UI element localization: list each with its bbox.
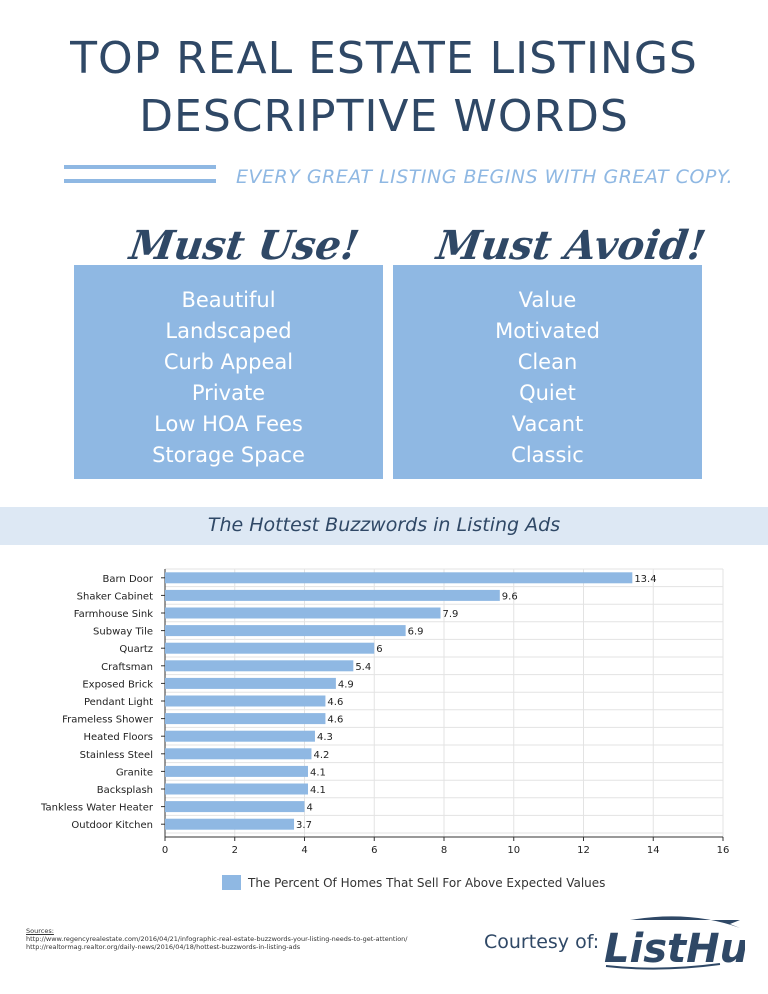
courtesy-label: Courtesy of: (484, 931, 600, 953)
list-item: Private (191, 381, 266, 405)
page-title: TOP REAL ESTATE LISTINGS DESCRIPTIVE WOR… (0, 30, 768, 146)
bar-chart: Barn Door 13.4 Shaker Cabinet 9.6 Farmhouse … (40, 568, 730, 856)
sources: Sources: http://www.regencyrealestate.co… (26, 927, 446, 951)
data-label: 7.9 (443, 609, 459, 620)
data-label: 4.9 (338, 679, 354, 690)
y-tick-label: Backsplash (97, 785, 153, 796)
x-tick-label: 6 (371, 845, 377, 856)
bar (165, 765, 308, 777)
y-tick-label: Shaker Cabinet (77, 591, 153, 602)
list-item: Low HOA Fees (154, 412, 303, 436)
bar (165, 713, 326, 725)
bar (165, 801, 305, 813)
sources-label: Sources: (26, 927, 54, 935)
x-tick-label: 2 (232, 845, 238, 856)
x-tick-label: 12 (577, 845, 590, 856)
list-item: Value (518, 288, 577, 312)
bar (165, 572, 633, 584)
legend-swatch (222, 875, 241, 890)
title-line-1: TOP REAL ESTATE LISTINGS (70, 33, 698, 84)
data-label: 4.2 (313, 750, 329, 761)
bar (165, 607, 441, 619)
data-label: 4.6 (327, 697, 343, 708)
data-label: 5.4 (355, 662, 371, 673)
data-label: 4.6 (327, 715, 343, 726)
y-tick-label: Quartz (119, 644, 153, 655)
sources-text: http://www.regencyrealestate.com/2016/04… (26, 935, 408, 951)
bar (165, 677, 336, 689)
x-tick-label: 14 (647, 845, 660, 856)
chart-legend: The Percent Of Homes That Sell For Above… (222, 875, 605, 890)
y-tick-label: Barn Door (103, 574, 154, 585)
svg-text:ListHub: ListHub (604, 926, 745, 972)
data-label: 4 (307, 803, 313, 814)
bar (165, 783, 308, 795)
must-use-list: Beautiful Landscaped Curb Appeal Private… (74, 265, 383, 471)
bar (165, 625, 406, 637)
bar (165, 818, 295, 830)
list-item: Vacant (511, 412, 584, 436)
y-tick-label: Heated Floors (84, 732, 154, 743)
legend-label: The Percent Of Homes That Sell For Above… (248, 875, 606, 890)
data-label: 3.7 (296, 820, 312, 831)
must-use-heading: Must Use! (126, 222, 363, 269)
data-label: 4.3 (317, 732, 333, 743)
data-label: 4.1 (310, 767, 326, 778)
bar (165, 730, 315, 742)
bar (165, 695, 326, 707)
bar (165, 642, 375, 654)
y-tick-label: Granite (116, 767, 153, 778)
y-tick-label: Subway Tile (93, 627, 153, 638)
bar (165, 589, 500, 601)
data-label: 13.4 (634, 574, 656, 585)
must-avoid-heading: Must Avoid! (433, 222, 709, 269)
list-item: Landscaped (165, 319, 292, 343)
chart-title-band (0, 507, 768, 545)
must-use-box: Beautiful Landscaped Curb Appeal Private… (74, 265, 383, 479)
chart-title: The Hottest Buzzwords in Listing Ads (207, 514, 561, 536)
subtitle: EVERY GREAT LISTING BEGINS WITH GREAT CO… (236, 166, 734, 188)
y-tick-label: Pendant Light (84, 697, 153, 708)
y-tick-label: Frameless Shower (62, 715, 154, 726)
list-item: Curb Appeal (163, 350, 294, 374)
bar (165, 748, 312, 760)
list-item: Clean (517, 350, 578, 374)
x-tick-label: 10 (507, 845, 520, 856)
y-tick-label: Exposed Brick (82, 679, 153, 690)
data-label: 6.9 (408, 627, 424, 638)
x-tick-label: 0 (162, 845, 168, 856)
title-line-2: DESCRIPTIVE WORDS (139, 91, 629, 142)
list-item: Quiet (519, 381, 576, 405)
list-item: Motivated (495, 319, 600, 343)
data-label: 6 (376, 644, 382, 655)
y-tick-label: Craftsman (101, 662, 153, 673)
bar (165, 660, 354, 672)
list-item: Storage Space (152, 443, 305, 467)
data-label: 4.1 (310, 785, 326, 796)
data-label: 9.6 (502, 591, 518, 602)
listhub-logo: ListHub (604, 916, 745, 972)
decorative-lines (64, 165, 216, 193)
y-tick-label: Stainless Steel (80, 750, 153, 761)
y-tick-label: Tankless Water Heater (40, 803, 154, 814)
x-tick-label: 4 (301, 845, 307, 856)
list-item: Beautiful (181, 288, 276, 312)
x-tick-label: 8 (441, 845, 447, 856)
y-tick-label: Farmhouse Sink (74, 609, 153, 620)
x-tick-label: 16 (717, 845, 730, 856)
must-avoid-list: Value Motivated Clean Quiet Vacant Class… (393, 265, 702, 471)
y-tick-label: Outdoor Kitchen (71, 820, 153, 831)
list-item: Classic (511, 443, 584, 467)
must-avoid-box: Value Motivated Clean Quiet Vacant Class… (393, 265, 702, 479)
